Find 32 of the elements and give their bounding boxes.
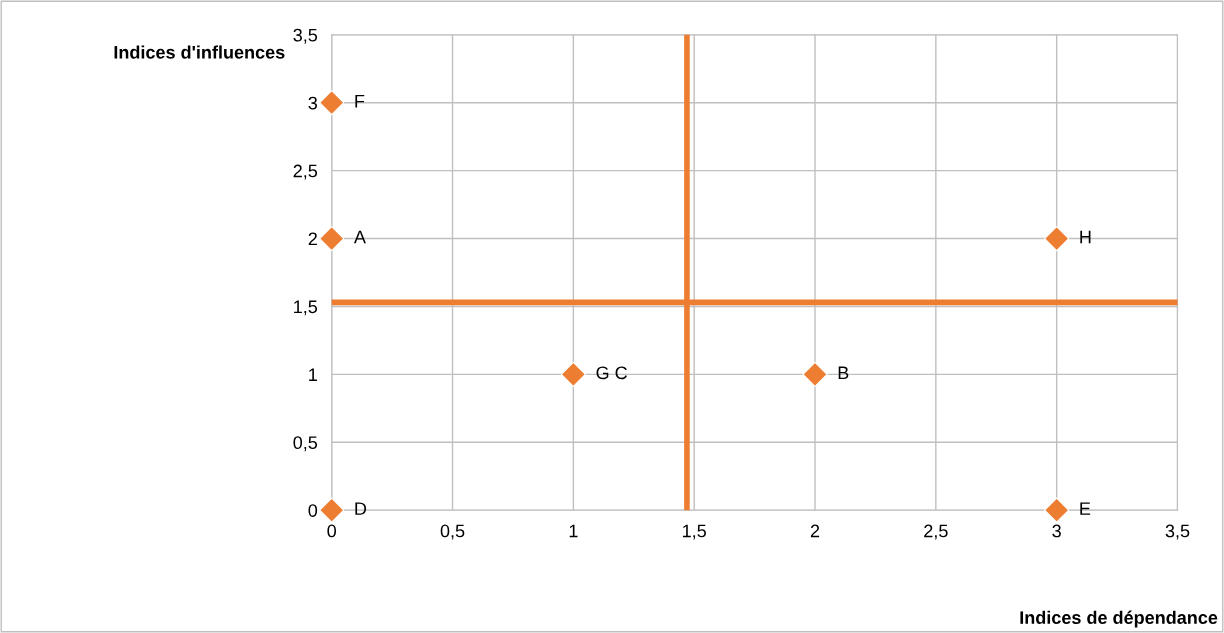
y-tick-label: 2: [308, 232, 317, 246]
point: [1044, 497, 1070, 523]
x-axis-title: Indices de dépendance: [1020, 610, 1218, 628]
x-tick-label: 0,5: [440, 524, 465, 540]
y-tick-label: 3: [308, 96, 318, 110]
annotation: E: [1080, 502, 1091, 515]
annotation: D: [355, 502, 367, 515]
x-tick-label: 2,5: [924, 524, 948, 540]
annotation: F: [355, 94, 365, 108]
x-tick-label: 3,5: [1165, 524, 1190, 540]
x-tick-label: 2: [810, 524, 820, 538]
x-tick-label: 1,5: [683, 524, 706, 540]
y-tick-label: 1: [309, 368, 317, 381]
annotation: A: [353, 230, 366, 244]
point: [560, 361, 586, 387]
point: [802, 361, 828, 387]
y-tick-label: 0,5: [293, 436, 318, 452]
x-tick-label: 0: [327, 524, 337, 538]
x-tick-label: 1: [569, 524, 578, 538]
annotation: G C: [596, 366, 627, 380]
y-tick-label: 0: [308, 504, 318, 517]
y-tick-label: 2,5: [293, 164, 318, 180]
annotation: H: [1080, 230, 1091, 244]
point: [319, 497, 345, 523]
annotation: B: [838, 366, 849, 380]
point: [1044, 225, 1070, 252]
y-tick-label: 1,5: [294, 300, 318, 316]
y-axis-title: Indices d'influences: [114, 45, 285, 59]
y-tick-label: 3,5: [293, 28, 318, 44]
point: [319, 90, 345, 116]
x-tick-label: 3: [1052, 524, 1061, 538]
point: [319, 225, 345, 252]
